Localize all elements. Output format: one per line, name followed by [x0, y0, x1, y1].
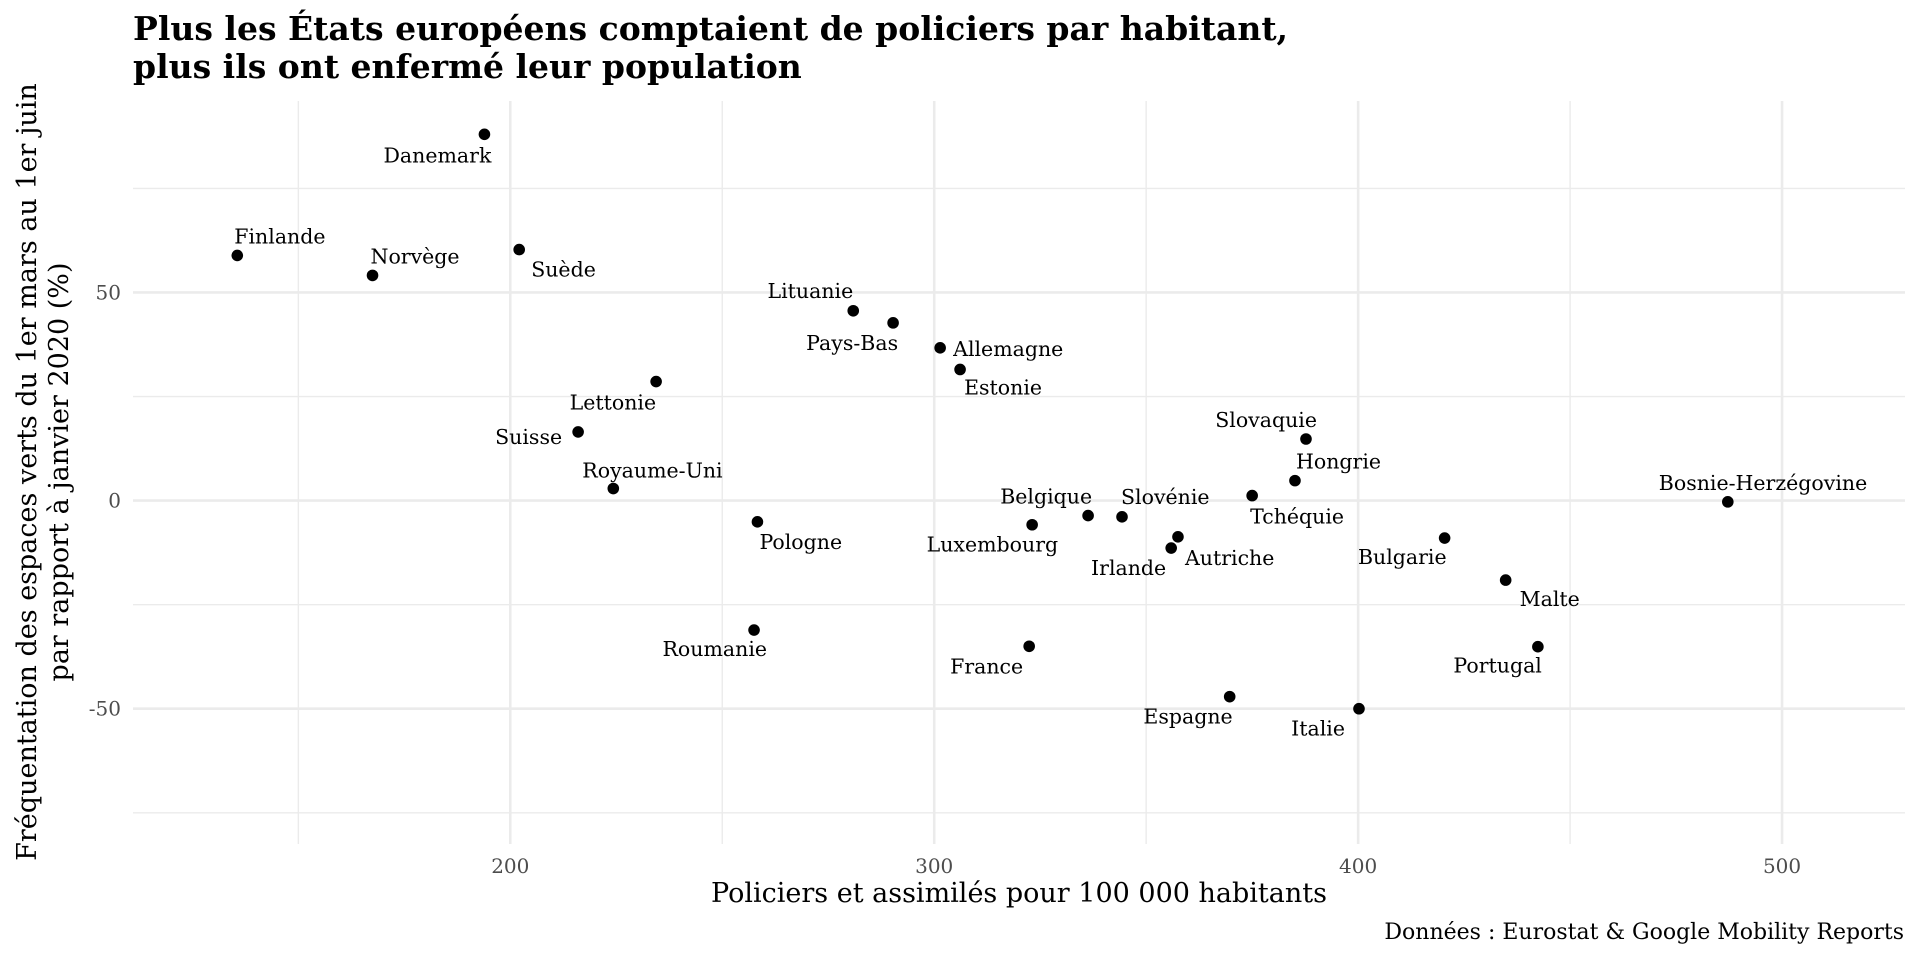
- data-point: [1165, 542, 1177, 554]
- point-label: Tchéquie: [1250, 505, 1344, 529]
- data-point: [1289, 474, 1301, 487]
- x-axis-tick-labels: 200 300 400 500: [491, 854, 1801, 878]
- point-label: Belgique: [1000, 485, 1092, 509]
- data-point: [572, 426, 584, 438]
- point-label: Roumanie: [663, 637, 768, 661]
- data-point: [1246, 489, 1258, 502]
- y-axis-tick-labels: -50 0 50: [89, 280, 121, 720]
- point-label: Espagne: [1143, 705, 1232, 729]
- point-label: Autriche: [1184, 546, 1274, 570]
- data-point: [1722, 496, 1734, 508]
- point-label: Portugal: [1453, 654, 1541, 678]
- data-point: [1532, 640, 1544, 653]
- point-label: Irlande: [1091, 556, 1166, 580]
- data-point: [607, 482, 620, 495]
- minor-gridlines: [133, 101, 1905, 844]
- data-point: [1499, 574, 1512, 586]
- point-label: Danemark: [383, 143, 491, 167]
- x-axis-title: Policiers et assimilés pour 100 000 habi…: [711, 878, 1327, 909]
- data-point: [650, 375, 662, 388]
- chart-title: Plus les États européens comptaient de p…: [133, 8, 1288, 86]
- data-point: [513, 243, 525, 256]
- y-tick-label: 0: [108, 489, 121, 513]
- point-label: France: [950, 654, 1023, 678]
- point-label: Allemagne: [952, 337, 1063, 361]
- point-label: Lituanie: [768, 279, 854, 303]
- data-point: [1023, 640, 1035, 653]
- point-label: Luxembourg: [927, 533, 1059, 557]
- chart-title-line-1: Plus les États européens comptaient de p…: [133, 8, 1288, 48]
- point-label: Estonie: [964, 375, 1042, 399]
- point-label: Suède: [531, 258, 596, 282]
- y-tick-label: -50: [89, 697, 121, 721]
- point-label: Finlande: [234, 224, 325, 248]
- data-points: [231, 128, 1734, 715]
- data-point: [1172, 531, 1184, 543]
- data-point: [1116, 511, 1128, 523]
- point-label: Pays-Bas: [806, 331, 898, 355]
- point-label: Slovénie: [1121, 485, 1210, 509]
- point-labels: Danemark Finlande Norvège Suède Lettonie Suis…: [234, 143, 1867, 740]
- point-label: Malte: [1520, 587, 1580, 611]
- chart-caption: Données : Eurostat & Google Mobility Rep…: [1384, 920, 1904, 945]
- data-point: [1026, 518, 1038, 531]
- x-tick-label: 300: [915, 854, 953, 878]
- point-label: Norvège: [371, 244, 460, 268]
- point-label: Hongrie: [1296, 450, 1381, 474]
- major-gridlines: [133, 101, 1905, 844]
- data-point: [887, 317, 899, 329]
- x-tick-label: 400: [1339, 854, 1377, 878]
- x-tick-label: 500: [1763, 854, 1801, 878]
- y-tick-label: 50: [96, 280, 121, 304]
- point-label: Bulgarie: [1358, 545, 1447, 569]
- data-point: [934, 342, 946, 354]
- data-point: [748, 624, 760, 636]
- data-point: [478, 128, 491, 141]
- point-label: Slovaquie: [1215, 408, 1317, 432]
- x-tick-label: 200: [491, 854, 529, 878]
- data-point: [954, 363, 966, 376]
- data-point: [366, 269, 379, 282]
- point-label: Bosnie-Herzégovine: [1659, 471, 1867, 495]
- point-label: Pologne: [759, 530, 842, 554]
- data-point: [231, 249, 244, 262]
- chart-title-line-2: plus ils ont enfermé leur population: [133, 47, 802, 86]
- y-axis-title-line-1: Fréquentation des espaces verts du 1er m…: [12, 83, 43, 861]
- data-point: [1353, 702, 1365, 715]
- y-axis-title: Fréquentation des espaces verts du 1er m…: [12, 83, 75, 861]
- data-point: [1438, 532, 1451, 544]
- data-point: [1223, 690, 1236, 703]
- data-point: [847, 304, 860, 317]
- data-point: [1082, 509, 1094, 522]
- point-label: Suisse: [495, 425, 562, 449]
- point-label: Italie: [1291, 717, 1345, 741]
- point-label: Lettonie: [570, 391, 656, 415]
- point-label: Royaume-Uni: [582, 459, 723, 483]
- y-axis-title-line-2: par rapport à janvier 2020 (%): [44, 263, 75, 682]
- data-point: [751, 516, 764, 528]
- data-point: [1300, 433, 1312, 445]
